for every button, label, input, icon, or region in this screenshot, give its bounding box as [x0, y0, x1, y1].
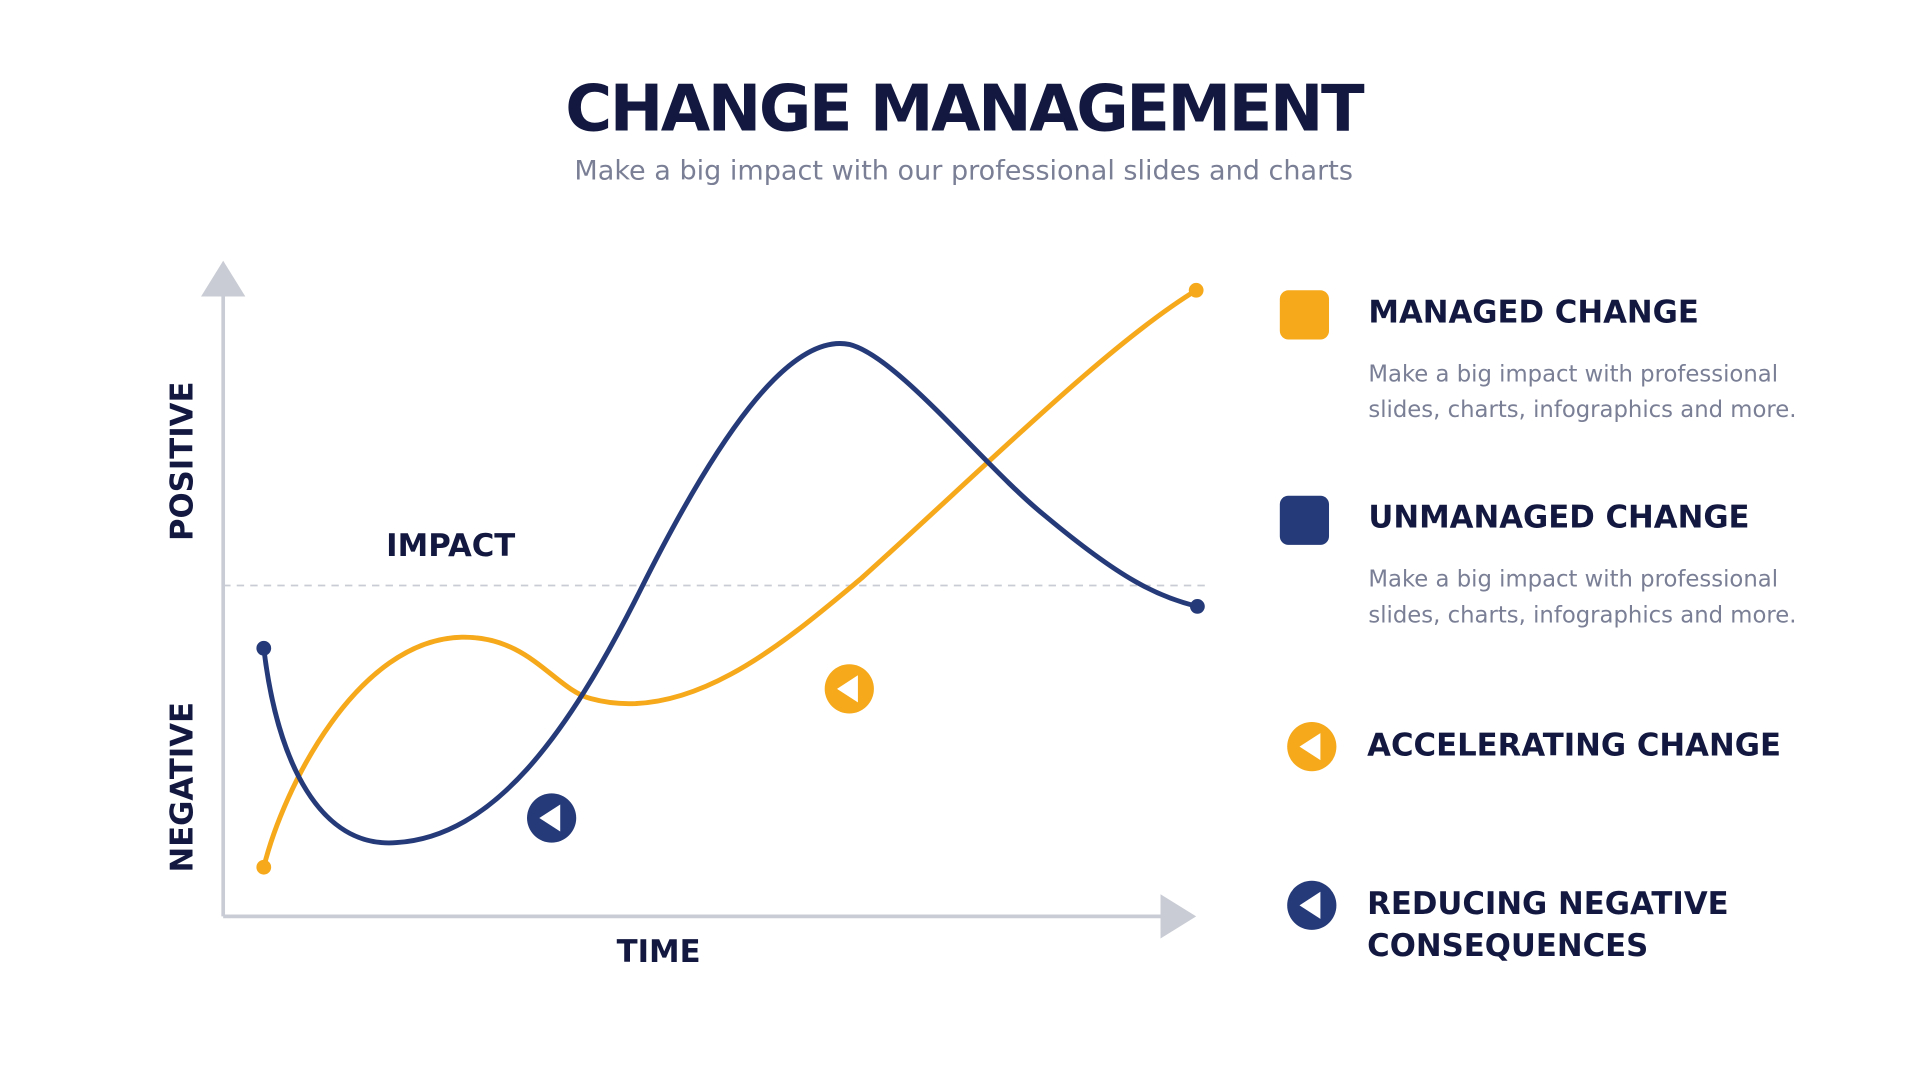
- legend-icon: [1287, 722, 1337, 772]
- curve-end: [256, 640, 272, 656]
- subtitle: Make a big impact with our professional …: [574, 156, 1353, 187]
- legend-title: UNMANAGED CHANGE: [1368, 500, 1749, 536]
- legend-swatch: [1279, 290, 1330, 340]
- unmanaged-curve: [261, 341, 1198, 846]
- legend-title: CONSEQUENCES: [1367, 928, 1648, 964]
- curve-end: [256, 859, 272, 875]
- legend-description: Make a big impact with professional: [1368, 361, 1778, 387]
- curve-end: [1190, 599, 1205, 614]
- positive-label: POSITIVE: [164, 382, 200, 542]
- time-label: TIME: [617, 934, 701, 970]
- legend-icon: [1287, 880, 1337, 930]
- y-arrow: [201, 260, 246, 297]
- x-arrow: [1160, 894, 1197, 939]
- legend-title: MANAGED CHANGE: [1368, 294, 1698, 330]
- curve-end: [1188, 282, 1204, 298]
- legend-title: ACCELERATING CHANGE: [1367, 727, 1781, 763]
- legend-description: Make a big impact with professional: [1368, 567, 1778, 593]
- managed-curve: [261, 288, 1198, 868]
- title: CHANGE MANAGEMENT: [565, 72, 1365, 146]
- legend-description: slides, charts, infographics and more.: [1368, 602, 1796, 628]
- reducing-marker: [527, 793, 577, 843]
- legend-swatch: [1279, 495, 1330, 545]
- legend-description: slides, charts, infographics and more.: [1368, 397, 1796, 423]
- accelerating-marker: [824, 664, 874, 714]
- negative-label: NEGATIVE: [164, 702, 200, 873]
- legend-title: REDUCING NEGATIVE: [1367, 886, 1728, 922]
- legend: MANAGED CHANGE Make a big impact with pro…: [1367, 294, 1796, 963]
- impact-label: IMPACT: [386, 528, 515, 564]
